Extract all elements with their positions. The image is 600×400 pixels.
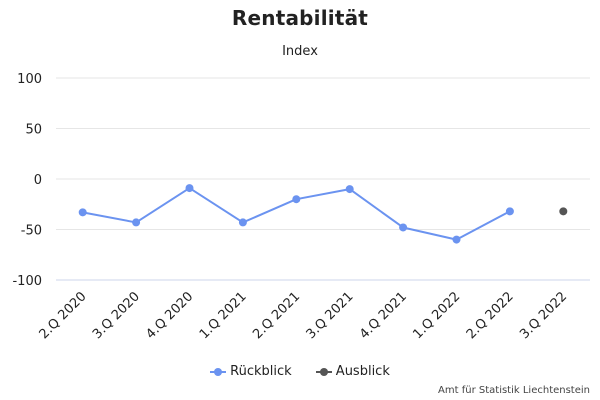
x-tick-label: 2.Q 2020 — [37, 289, 90, 342]
legend-label-rueckblick: Rückblick — [230, 364, 292, 379]
y-tick-label: 0 — [34, 173, 42, 188]
data-point-rueckblick[interactable] — [452, 235, 461, 244]
legend-marker-rueckblick — [210, 367, 227, 377]
legend-item-ausblick[interactable]: Ausblick — [315, 364, 390, 379]
x-tick-label: 4.Q 2021 — [357, 289, 410, 342]
x-tick-label: 2.Q 2022 — [464, 289, 517, 342]
chart-title: Rentabilität — [231, 6, 369, 30]
data-point-ausblick[interactable] — [559, 207, 568, 216]
x-tick-label: 3.Q 2020 — [90, 289, 143, 342]
x-tick-label: 1.Q 2021 — [197, 289, 250, 342]
y-tick-label: 100 — [17, 72, 42, 87]
data-point-rueckblick[interactable] — [399, 223, 408, 232]
legend-marker-ausblick — [315, 367, 332, 377]
data-point-rueckblick[interactable] — [132, 218, 141, 227]
grid-lines — [56, 77, 590, 281]
x-tick-label: 1.Q 2022 — [410, 289, 463, 342]
data-point-rueckblick[interactable] — [185, 184, 194, 193]
y-axis-labels: 100 50 0 -50 -100 — [12, 72, 42, 289]
y-tick-label: -100 — [12, 274, 42, 289]
x-axis-labels: 2.Q 2020 3.Q 2020 4.Q 2020 1.Q 2021 2.Q 2021… — [37, 289, 571, 342]
chart-subtitle: Index — [282, 44, 318, 59]
x-tick-label: 4.Q 2020 — [143, 289, 196, 342]
legend: Rückblick Ausblick — [0, 364, 600, 381]
series-group — [78, 184, 568, 244]
x-tick-label: 3.Q 2021 — [304, 289, 357, 342]
y-tick-label: -50 — [21, 224, 42, 239]
data-point-rueckblick[interactable] — [505, 207, 514, 216]
data-point-rueckblick[interactable] — [238, 218, 247, 227]
x-tick-label: 3.Q 2022 — [517, 289, 570, 342]
data-point-rueckblick[interactable] — [345, 185, 354, 194]
data-point-rueckblick[interactable] — [78, 208, 87, 217]
legend-item-rueckblick[interactable]: Rückblick — [210, 364, 292, 379]
x-tick-label: 2.Q 2021 — [250, 289, 303, 342]
y-tick-label: 50 — [25, 123, 42, 138]
legend-label-ausblick: Ausblick — [335, 364, 390, 379]
data-point-rueckblick[interactable] — [292, 195, 301, 204]
credits-text: Amt für Statistik Liechtenstein — [438, 385, 590, 396]
